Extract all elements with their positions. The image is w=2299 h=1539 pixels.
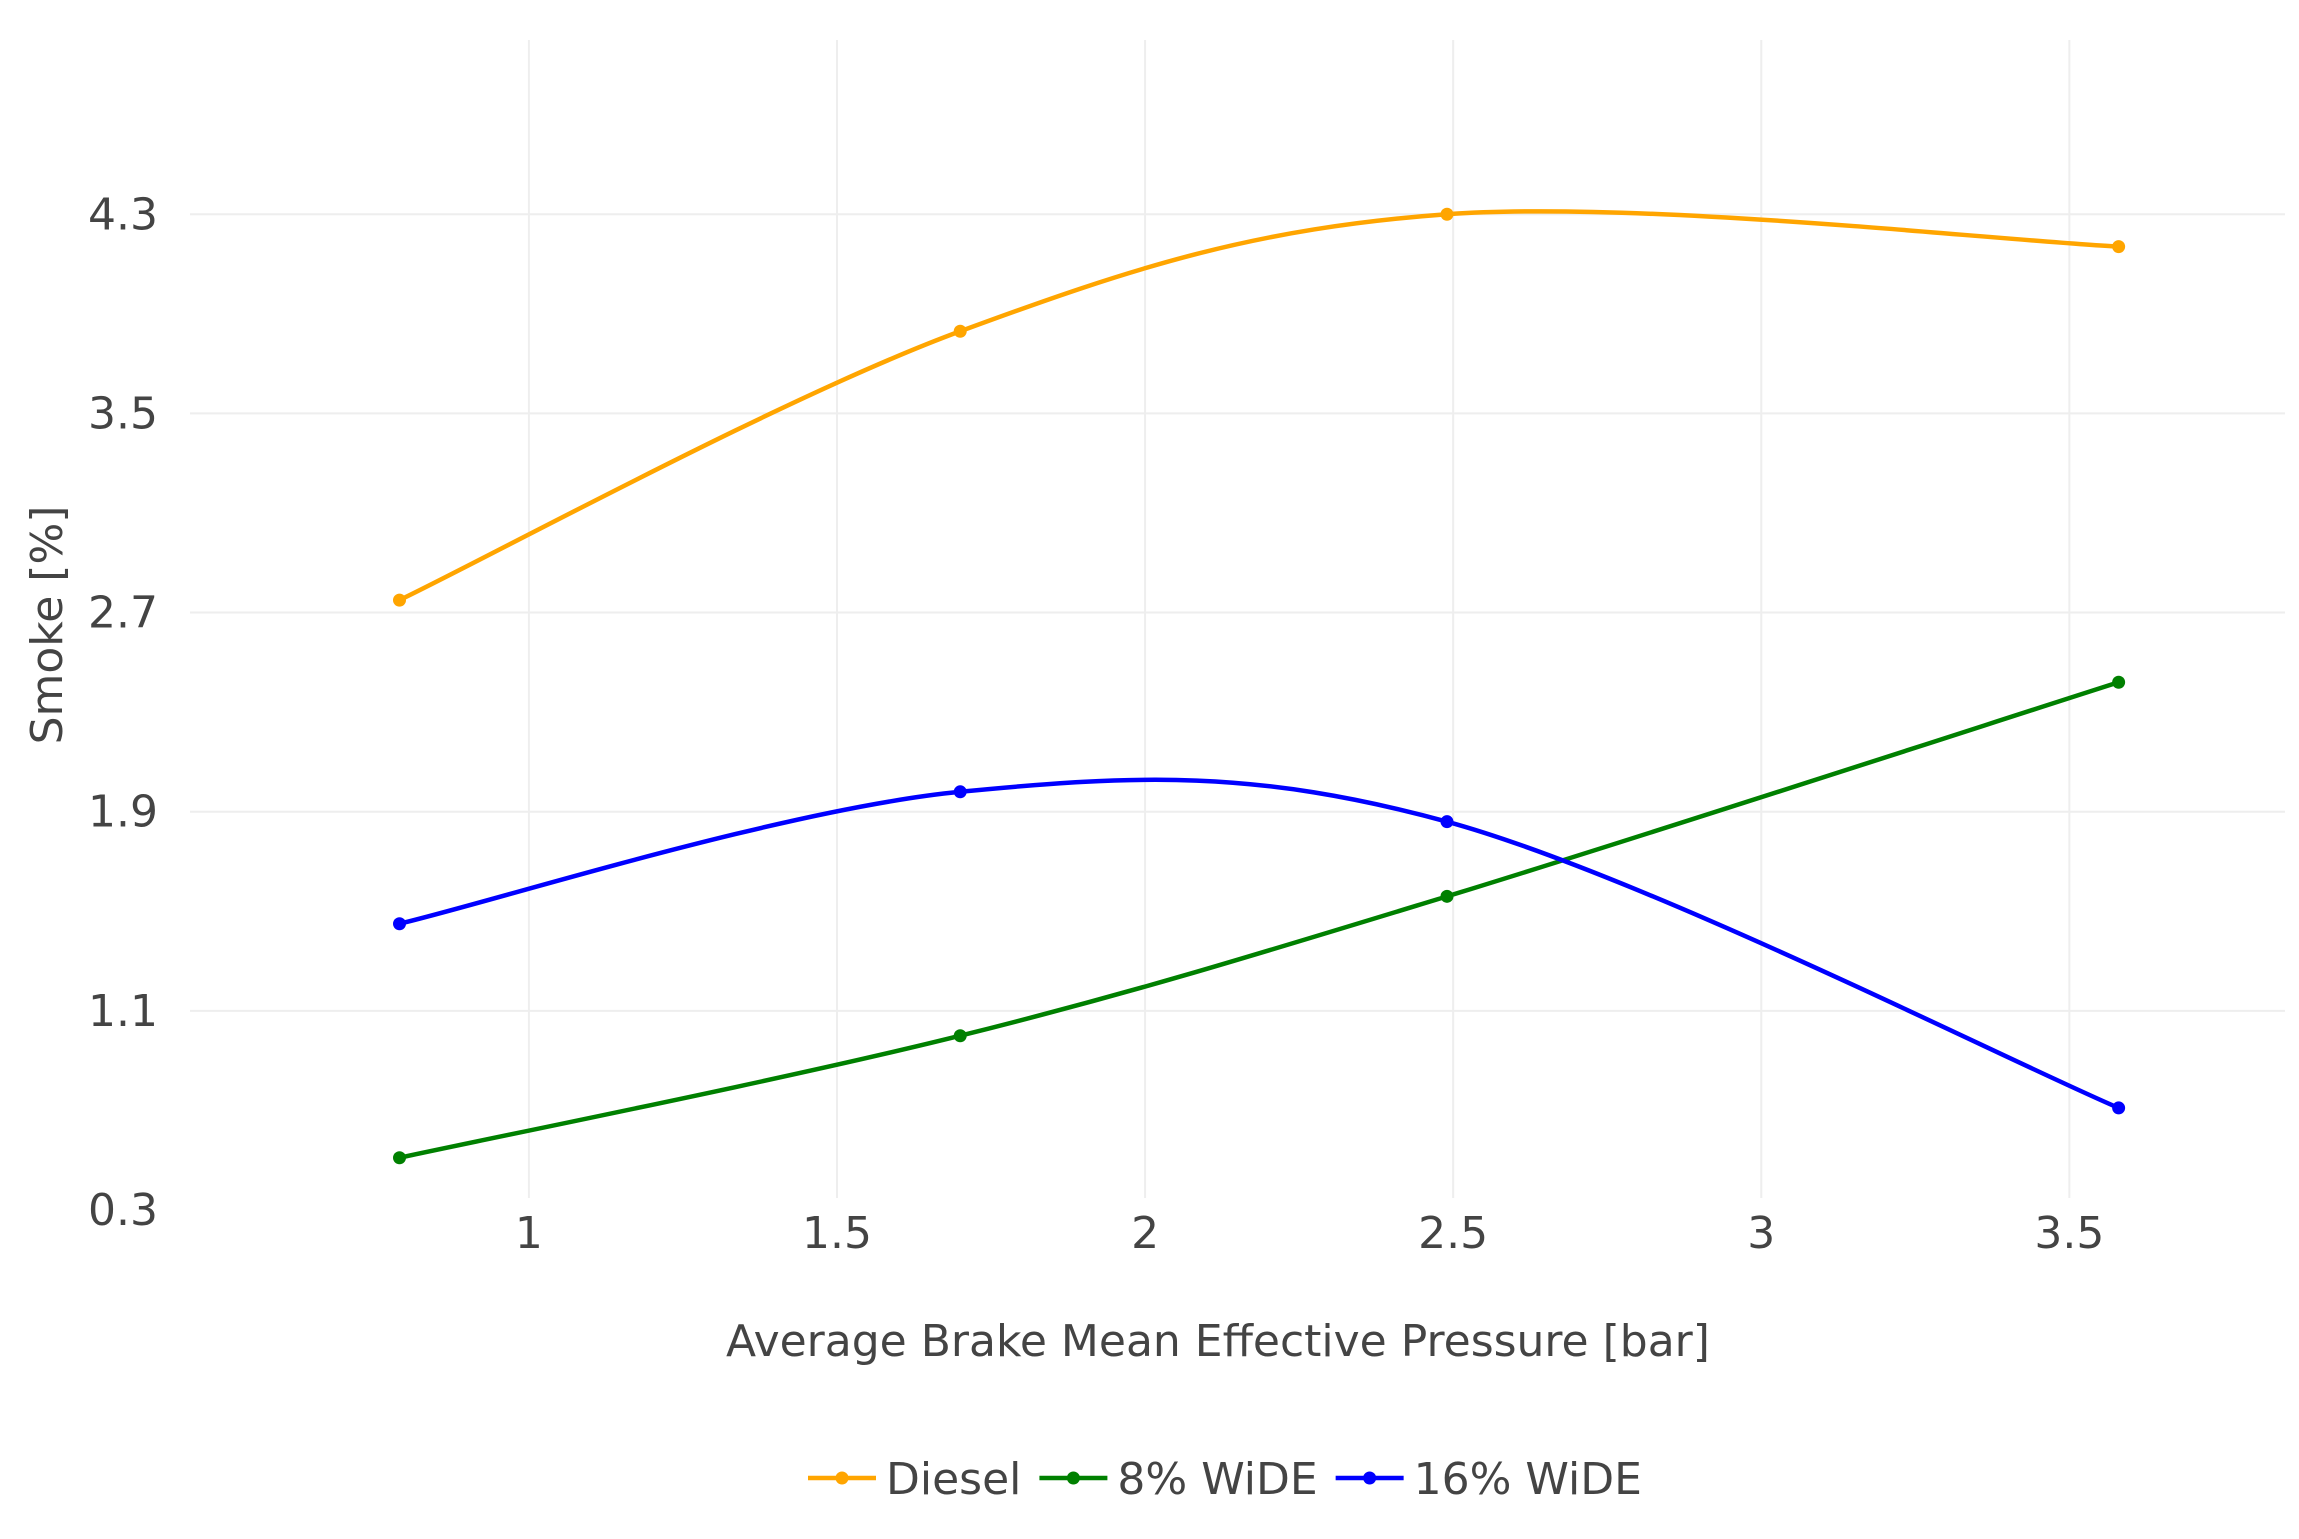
y-tick-label: 1.1	[88, 986, 158, 1037]
y-tick-label: 3.5	[88, 388, 158, 439]
x-tick-label: 3	[1747, 1208, 1775, 1259]
data-point[interactable]	[393, 1151, 406, 1165]
y-tick-label: 0.3	[88, 1185, 158, 1236]
data-point[interactable]	[2112, 240, 2126, 254]
legend-label: 8% WiDE	[1117, 1454, 1317, 1505]
series-8-wide	[393, 675, 2126, 1165]
y-tick-label: 4.3	[88, 189, 158, 240]
y-tick-label: 2.7	[88, 588, 158, 639]
data-point[interactable]	[953, 1029, 967, 1043]
series-line	[397, 209, 2121, 603]
data-point[interactable]	[1440, 207, 1454, 221]
data-point[interactable]	[1440, 815, 1454, 829]
series-lines	[393, 207, 2126, 1165]
data-point[interactable]	[393, 593, 406, 607]
tick-labels: 1 1.5 2 2.5 3 3.5 0.3 1.1 1.9 2.7 3.5 4.3	[88, 189, 2104, 1259]
y-axis-title: Smoke [%]	[22, 506, 73, 745]
legend-item[interactable]: 16% WiDE	[1335, 1454, 1642, 1505]
x-axis-title: Average Brake Mean Effective Pressure [b…	[726, 1316, 1710, 1367]
grid-lines	[190, 40, 2285, 1198]
series-diesel	[393, 207, 2126, 607]
legend-label: Diesel	[886, 1454, 1021, 1505]
x-tick-label: 1.5	[802, 1208, 872, 1259]
data-point[interactable]	[393, 917, 406, 931]
x-tick-label: 2.5	[1418, 1208, 1488, 1259]
x-tick-label: 1	[515, 1208, 543, 1259]
data-point[interactable]	[953, 785, 967, 799]
data-point[interactable]	[2112, 675, 2126, 689]
legend-label: 16% WiDE	[1414, 1454, 1642, 1505]
data-point[interactable]	[953, 324, 967, 338]
series-16-wide	[393, 777, 2126, 1115]
data-point[interactable]	[2112, 1101, 2126, 1115]
y-tick-label: 1.9	[88, 787, 158, 838]
legend-item[interactable]: Diesel	[808, 1454, 1021, 1505]
legend-marker	[1363, 1471, 1377, 1485]
series-line	[397, 777, 2121, 1111]
legend-item[interactable]: 8% WiDE	[1039, 1454, 1318, 1505]
x-tick-label: 2	[1131, 1208, 1159, 1259]
x-tick-label: 3.5	[2034, 1208, 2104, 1259]
data-point[interactable]	[1440, 889, 1454, 903]
legend[interactable]: Diesel 8% WiDE 16% WiDE	[808, 1454, 1642, 1505]
legend-marker	[835, 1471, 849, 1485]
legend-marker	[1066, 1471, 1080, 1485]
series-line	[397, 680, 2121, 1160]
